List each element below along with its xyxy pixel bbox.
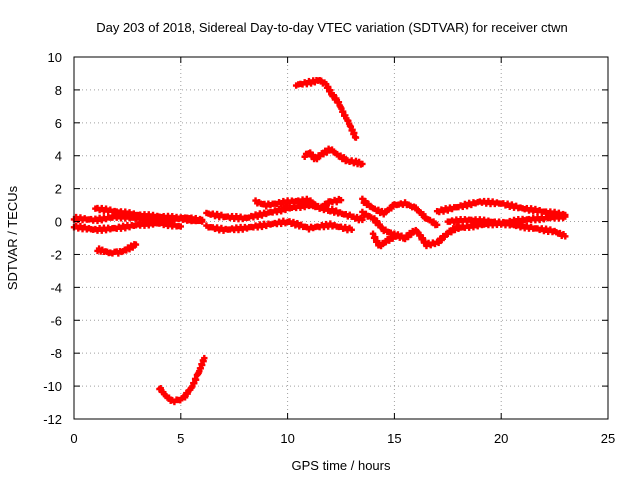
series-track-e [203, 217, 355, 234]
x-tick-label: 10 [280, 431, 294, 446]
axis-ticks: 0 5 10 15 20 25 -12 -10 -8 -6 -4 -2 0 2 4 6 8 10 [43, 50, 615, 446]
y-tick-label: -2 [50, 247, 62, 262]
y-tick-label: 10 [48, 50, 62, 65]
y-tick-label: -8 [50, 346, 62, 361]
y-tick-label: -12 [43, 412, 62, 427]
y-tick-label: -10 [43, 379, 62, 394]
x-tick-label: 5 [177, 431, 184, 446]
y-tick-label: 0 [55, 215, 62, 230]
series-track-l [455, 212, 569, 232]
series-track-f [252, 195, 345, 212]
y-axis-label: SDTVAR / TECUs [5, 185, 20, 290]
y-tick-label: 4 [55, 149, 62, 164]
series-track-j [433, 197, 569, 219]
y-tick-label: -6 [50, 313, 62, 328]
series-track-c [92, 204, 206, 224]
series-track-i [369, 230, 398, 250]
x-axis-label: GPS time / hours [292, 458, 391, 473]
plot-frame [73, 56, 609, 420]
data-layer [70, 76, 569, 406]
series-track-h [359, 195, 441, 229]
y-tick-label: 8 [55, 83, 62, 98]
y-tick-label: -4 [50, 280, 62, 295]
y-tick-label: 2 [55, 182, 62, 197]
x-tick-label: 25 [601, 431, 615, 446]
series-track-mid-arc [301, 145, 366, 168]
series-track-upper-arc [292, 76, 360, 141]
series-track-short-neg [94, 241, 140, 257]
x-tick-label: 20 [494, 431, 508, 446]
series-track-b [70, 219, 184, 234]
chart-title: Day 203 of 2018, Sidereal Day-to-day VTE… [96, 20, 568, 35]
x-tick-label: 0 [70, 431, 77, 446]
series-track-low-dip [156, 354, 208, 406]
y-tick-label: 6 [55, 116, 62, 131]
x-tick-label: 15 [387, 431, 401, 446]
series-track-g [359, 208, 462, 250]
